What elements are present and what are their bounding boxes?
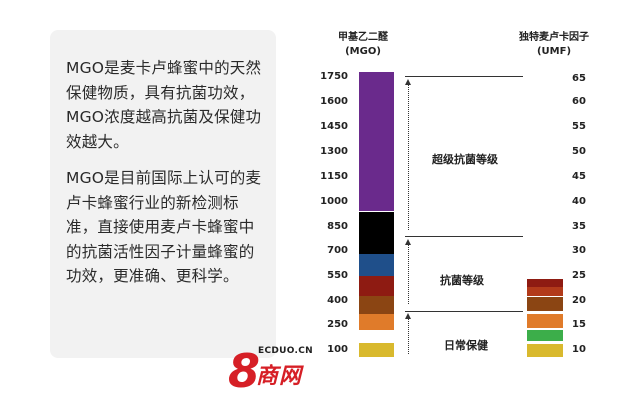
mgo-tick-label: 1450 — [320, 121, 348, 132]
intro-card: MGO是麦卡卢蜂蜜中的天然保健物质，具有抗菌功效，MGO浓度越高抗菌及保健功效越… — [50, 30, 276, 358]
umf-tick-label: 40 — [572, 196, 586, 207]
level-arrow-icon — [404, 313, 411, 354]
logo-name: 商网 — [256, 364, 303, 389]
mgo-tick-label: 850 — [327, 221, 348, 232]
mgo-tick-label: 700 — [327, 245, 348, 256]
umf-tick-label: 35 — [572, 221, 586, 232]
umf-tick-label: 65 — [572, 73, 586, 84]
mgo-bar-segment — [359, 72, 394, 211]
level-divider-line — [405, 236, 523, 237]
level-label: 超级抗菌等级 — [432, 153, 498, 166]
level-arrow-icon — [404, 79, 411, 230]
umf-bar-segment — [527, 344, 563, 357]
umf-tick-label: 15 — [572, 319, 586, 330]
mgo-axis-title-line1: 甲基乙二醛 — [338, 32, 388, 43]
umf-tick-label: 20 — [572, 295, 586, 306]
logo-url: ECDUO.CN — [258, 346, 313, 356]
umf-bar-segment — [527, 297, 563, 311]
level-label: 抗菌等级 — [440, 274, 484, 287]
level-arrow-icon — [404, 239, 411, 304]
umf-tick-label: 30 — [572, 245, 586, 256]
mgo-tick-label: 100 — [327, 344, 348, 355]
mgo-axis-title-line2: (MGO) — [345, 46, 381, 57]
level-label: 日常保健 — [444, 339, 488, 352]
ecduo-logo: 8 ECDUO.CN 商网 — [200, 340, 320, 396]
umf-bar-segment — [527, 330, 563, 341]
logo-mark-icon: 8 — [228, 344, 261, 398]
umf-tick-label: 45 — [572, 171, 586, 182]
umf-axis-title-line2: (UMF) — [536, 46, 572, 57]
mgo-tick-label: 1300 — [320, 146, 348, 157]
mgo-tick-label: 1750 — [320, 71, 348, 82]
intro-paragraph-2: MGO是目前国际上认可的麦卢卡蜂蜜行业的新检测标准，直接使用麦卢卡蜂蜜中的抗菌活… — [66, 169, 262, 285]
umf-tick-label: 50 — [572, 146, 586, 157]
mgo-tick-label: 250 — [327, 319, 348, 330]
mgo-tick-label: 400 — [327, 295, 348, 306]
mgo-bar-segment — [359, 343, 394, 357]
umf-tick-label: 25 — [572, 270, 586, 281]
umf-axis-title: 独特麦卢卡因子 (UMF) — [505, 31, 603, 59]
mgo-tick-label: 1150 — [320, 171, 348, 182]
umf-tick-label: 10 — [572, 344, 586, 355]
umf-bar-segment — [527, 279, 563, 287]
umf-tick-label: 60 — [572, 96, 586, 107]
mgo-tick-label: 1000 — [320, 196, 348, 207]
level-divider-line — [405, 76, 523, 77]
mgo-tick-label: 1600 — [320, 96, 348, 107]
umf-bar-segment — [527, 287, 563, 296]
mgo-bar-segment — [359, 212, 394, 254]
intro-paragraph-1: MGO是麦卡卢蜂蜜中的天然保健物质，具有抗菌功效，MGO浓度越高抗菌及保健功效越… — [66, 59, 262, 151]
level-divider-line — [405, 311, 523, 312]
umf-axis-title-line1: 独特麦卢卡因子 — [519, 32, 589, 43]
umf-tick-label: 55 — [572, 121, 586, 132]
mgo-tick-label: 550 — [327, 270, 348, 281]
mgo-axis-title: 甲基乙二醛 (MGO) — [330, 31, 396, 59]
umf-bar-segment — [527, 314, 563, 328]
